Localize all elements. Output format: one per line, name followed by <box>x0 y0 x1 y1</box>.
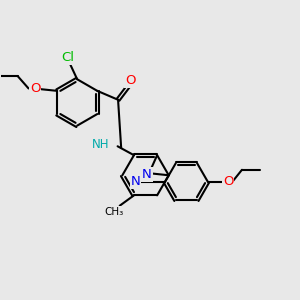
Text: NH: NH <box>92 138 109 151</box>
Text: N: N <box>131 175 140 188</box>
Text: O: O <box>30 82 40 95</box>
Text: O: O <box>125 74 136 87</box>
Text: Cl: Cl <box>61 51 74 64</box>
Text: CH₃: CH₃ <box>105 207 124 217</box>
Text: O: O <box>223 175 233 188</box>
Text: N: N <box>141 168 151 181</box>
Text: N: N <box>143 168 152 181</box>
